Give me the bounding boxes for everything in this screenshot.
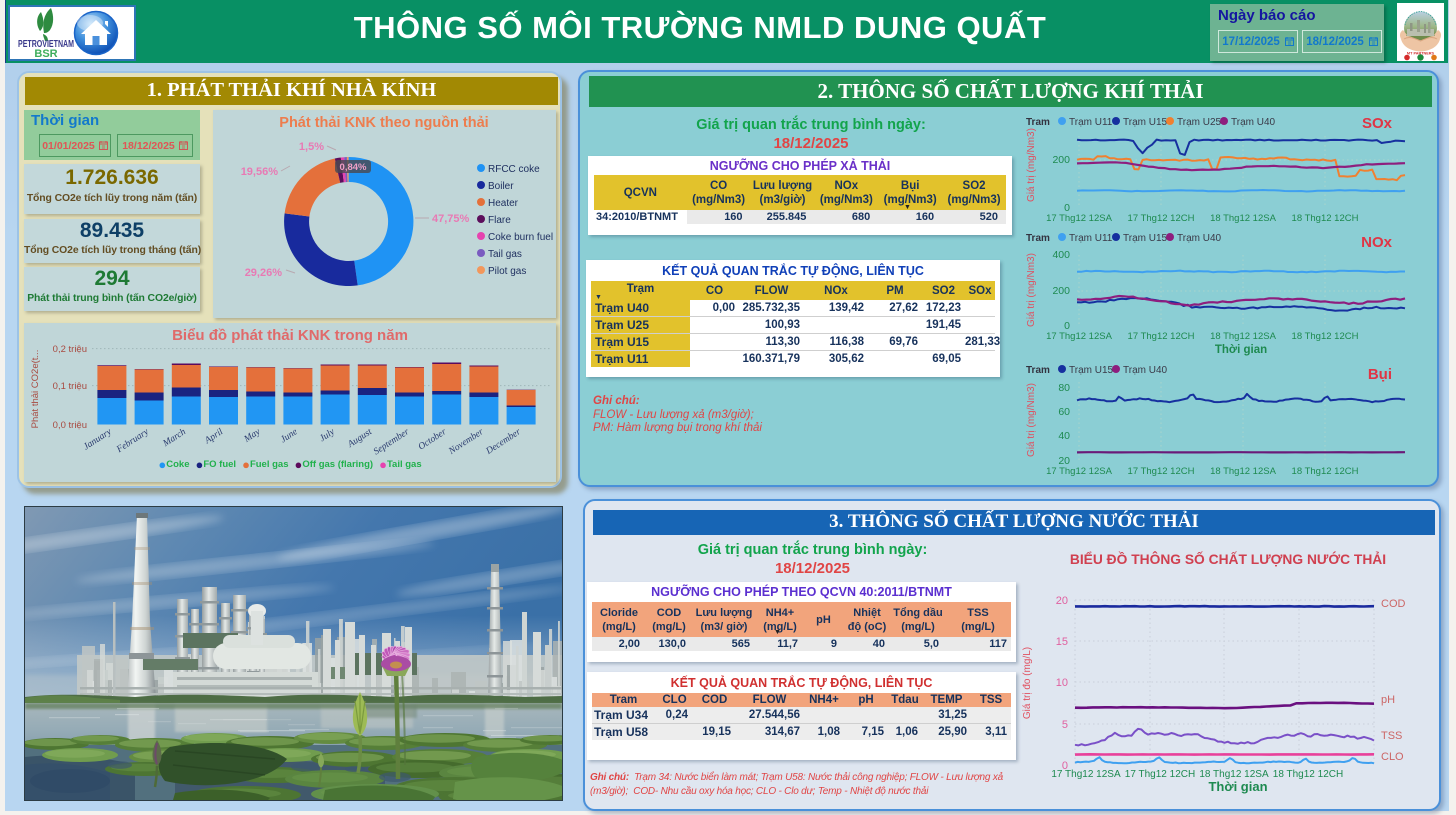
svg-text:Giá trị (mg/Nm3): Giá trị (mg/Nm3)	[1026, 253, 1037, 327]
svg-text:18 Thg12 12CH: 18 Thg12 12CH	[1292, 213, 1359, 224]
svg-text:0: 0	[1064, 202, 1070, 214]
svg-text:5: 5	[1062, 719, 1068, 731]
svg-text:Giá trị (mg/Nm3): Giá trị (mg/Nm3)	[1026, 383, 1037, 457]
svg-text:Coke burn fuel: Coke burn fuel	[488, 232, 553, 243]
svg-text:April: April	[202, 427, 225, 447]
svg-text:Tram: Tram	[1026, 365, 1050, 376]
svg-text:0: 0	[1064, 320, 1070, 332]
svg-text:MT PARTNERS: MT PARTNERS	[1407, 52, 1435, 56]
svg-text:Pilot gas: Pilot gas	[488, 266, 526, 277]
svg-text:Phát thải CO2e(t...: Phát thải CO2e(t...	[30, 350, 41, 429]
svg-text:Thời gian: Thời gian	[1208, 779, 1267, 794]
svg-text:20: 20	[1056, 595, 1068, 607]
svg-text:80: 80	[1058, 382, 1070, 394]
svg-text:NOx: NOx	[1361, 234, 1393, 251]
svg-text:December: December	[484, 427, 523, 457]
svg-text:Tram: Tram	[1026, 233, 1050, 244]
svg-text:18 Thg12 12CH: 18 Thg12 12CH	[1292, 331, 1359, 342]
svg-text:June: June	[279, 427, 299, 445]
svg-text:August: August	[346, 427, 375, 451]
svg-text:Trạm U40: Trạm U40	[1177, 233, 1222, 244]
svg-text:Biểu đồ phát thải KNK trong nă: Biểu đồ phát thải KNK trong năm	[172, 327, 408, 344]
svg-text:18 Thg12 12CH: 18 Thg12 12CH	[1292, 466, 1359, 477]
svg-text:July: July	[318, 427, 337, 444]
svg-text:17 Thg12 12CH: 17 Thg12 12CH	[1128, 213, 1195, 224]
svg-text:17 Thg12 12SA: 17 Thg12 12SA	[1051, 769, 1121, 780]
svg-text:40: 40	[1058, 430, 1070, 442]
svg-text:18 Thg12 12SA: 18 Thg12 12SA	[1199, 769, 1269, 780]
svg-text:17 Thg12 12SA: 17 Thg12 12SA	[1046, 331, 1113, 342]
svg-text:Tram: Tram	[1026, 117, 1050, 128]
svg-text:0,0 triệu: 0,0 triệu	[53, 420, 87, 431]
svg-text:March: March	[161, 427, 188, 450]
svg-text:TSS: TSS	[1381, 730, 1402, 742]
svg-text:COD: COD	[1381, 598, 1406, 610]
svg-text:BIỂU ĐỒ THÔNG SỐ CHẤT LƯỢNG NƯ: BIỂU ĐỒ THÔNG SỐ CHẤT LƯỢNG NƯỚC THẢI	[1070, 550, 1386, 567]
svg-text:17 Thg12 12SA: 17 Thg12 12SA	[1046, 213, 1113, 224]
svg-text:18 Thg12 12SA: 18 Thg12 12SA	[1210, 213, 1277, 224]
svg-text:Trạm U15: Trạm U15	[1123, 117, 1168, 128]
svg-text:0,2 triệu: 0,2 triệu	[53, 344, 87, 355]
svg-text:Giá trị (mg/Nm3): Giá trị (mg/Nm3)	[1026, 128, 1037, 202]
svg-text:Trạm U15: Trạm U15	[1069, 365, 1114, 376]
svg-text:18 Thg12 12SA: 18 Thg12 12SA	[1210, 331, 1277, 342]
svg-text:Trạm U25: Trạm U25	[1177, 117, 1222, 128]
svg-text:17 Thg12 12CH: 17 Thg12 12CH	[1128, 466, 1195, 477]
svg-text:Boiler: Boiler	[488, 181, 514, 192]
svg-text:September: September	[372, 427, 411, 457]
svg-text:Trạm U40: Trạm U40	[1123, 365, 1168, 376]
svg-text:May: May	[242, 427, 263, 446]
svg-text:Bụi: Bụi	[1368, 366, 1392, 383]
svg-text:February: February	[114, 427, 151, 456]
svg-text:PETROVIETNAM: PETROVIETNAM	[18, 39, 74, 50]
svg-text:18 Thg12 12CH: 18 Thg12 12CH	[1273, 769, 1343, 780]
svg-text:29,26%: 29,26%	[245, 267, 283, 279]
svg-text:10: 10	[1056, 677, 1068, 689]
svg-text:17 Thg12 12SA: 17 Thg12 12SA	[1046, 466, 1113, 477]
svg-text:0,1 triệu: 0,1 triệu	[53, 381, 87, 392]
svg-text:Heater: Heater	[488, 198, 519, 209]
svg-text:November: November	[447, 427, 486, 457]
svg-text:47,75%: 47,75%	[432, 213, 470, 225]
svg-text:SOx: SOx	[1362, 115, 1393, 132]
svg-text:400: 400	[1052, 249, 1070, 261]
svg-text:200: 200	[1052, 285, 1070, 297]
svg-text:18 Thg12 12SA: 18 Thg12 12SA	[1210, 466, 1277, 477]
svg-text:October: October	[417, 427, 449, 453]
svg-text:BSR: BSR	[34, 48, 57, 59]
svg-text:Phát thải KNK theo nguồn thải: Phát thải KNK theo nguồn thải	[279, 115, 488, 131]
svg-text:Thời gian: Thời gian	[1215, 344, 1267, 356]
svg-text:Trạm U11: Trạm U11	[1069, 117, 1113, 128]
svg-text:17 Thg12 12CH: 17 Thg12 12CH	[1128, 331, 1195, 342]
svg-text:60: 60	[1058, 406, 1070, 418]
svg-text:RFCC coke: RFCC coke	[488, 164, 540, 175]
svg-text:19,56%: 19,56%	[241, 166, 279, 178]
svg-text:0: 0	[1062, 760, 1068, 772]
svg-text:Flare: Flare	[488, 215, 511, 226]
svg-text:Trạm U15: Trạm U15	[1123, 233, 1168, 244]
svg-text:1,5%: 1,5%	[299, 141, 324, 153]
svg-text:15: 15	[1056, 636, 1068, 648]
svg-text:Tail gas: Tail gas	[488, 249, 522, 260]
svg-text:pH: pH	[1381, 694, 1395, 706]
svg-text:Giá trị đo (mg/L): Giá trị đo (mg/L)	[1022, 647, 1033, 719]
svg-text:0,84%: 0,84%	[340, 162, 367, 173]
svg-text:17 Thg12 12CH: 17 Thg12 12CH	[1125, 769, 1195, 780]
svg-text:20: 20	[1058, 455, 1070, 467]
svg-text:Trạm U11: Trạm U11	[1069, 233, 1113, 244]
svg-text:200: 200	[1052, 154, 1070, 166]
svg-text:Trạm U40: Trạm U40	[1231, 117, 1276, 128]
svg-text:CLO: CLO	[1381, 751, 1404, 763]
